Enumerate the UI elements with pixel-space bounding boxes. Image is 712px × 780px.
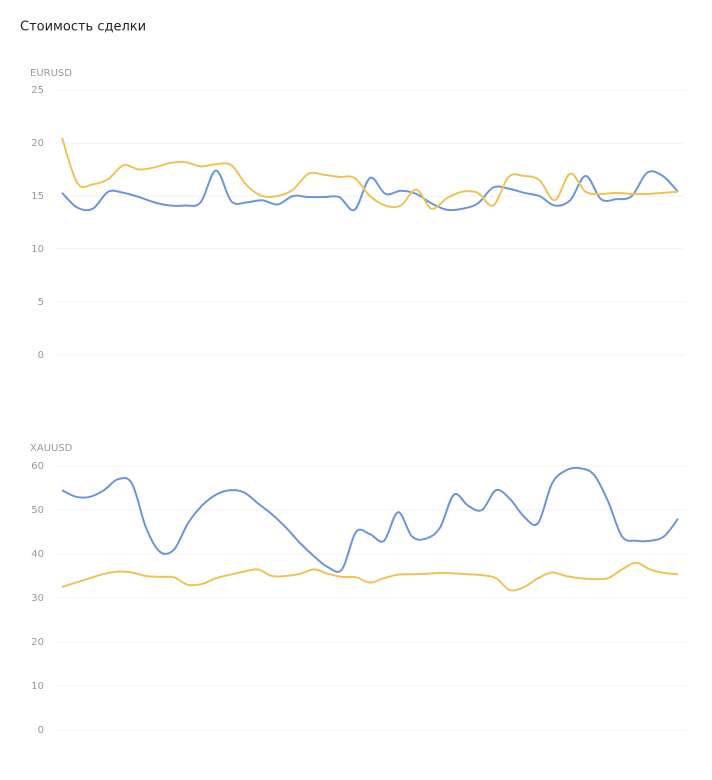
series-line — [61, 561, 679, 592]
y-tick-label: 20 — [31, 637, 44, 648]
y-tick-label: 0 — [38, 725, 44, 736]
y-tick-label: 50 — [31, 505, 44, 516]
y-tick-label: 15 — [31, 191, 44, 202]
series-line — [61, 466, 679, 573]
y-tick-label: 40 — [31, 549, 44, 560]
chart-title: EURUSD — [30, 68, 72, 79]
y-tick-label: 25 — [31, 85, 44, 96]
series-line — [61, 169, 679, 212]
y-tick-label: 30 — [31, 593, 44, 604]
chart-title: XAUUSD — [30, 443, 73, 454]
y-tick-label: 60 — [31, 461, 44, 472]
y-tick-label: 10 — [31, 244, 44, 255]
page-title: Стоимость сделки — [20, 20, 146, 35]
y-tick-label: 5 — [38, 297, 44, 308]
y-tick-label: 0 — [38, 350, 44, 361]
y-tick-label: 20 — [31, 138, 44, 149]
series-line — [61, 137, 679, 210]
y-tick-label: 10 — [31, 681, 44, 692]
